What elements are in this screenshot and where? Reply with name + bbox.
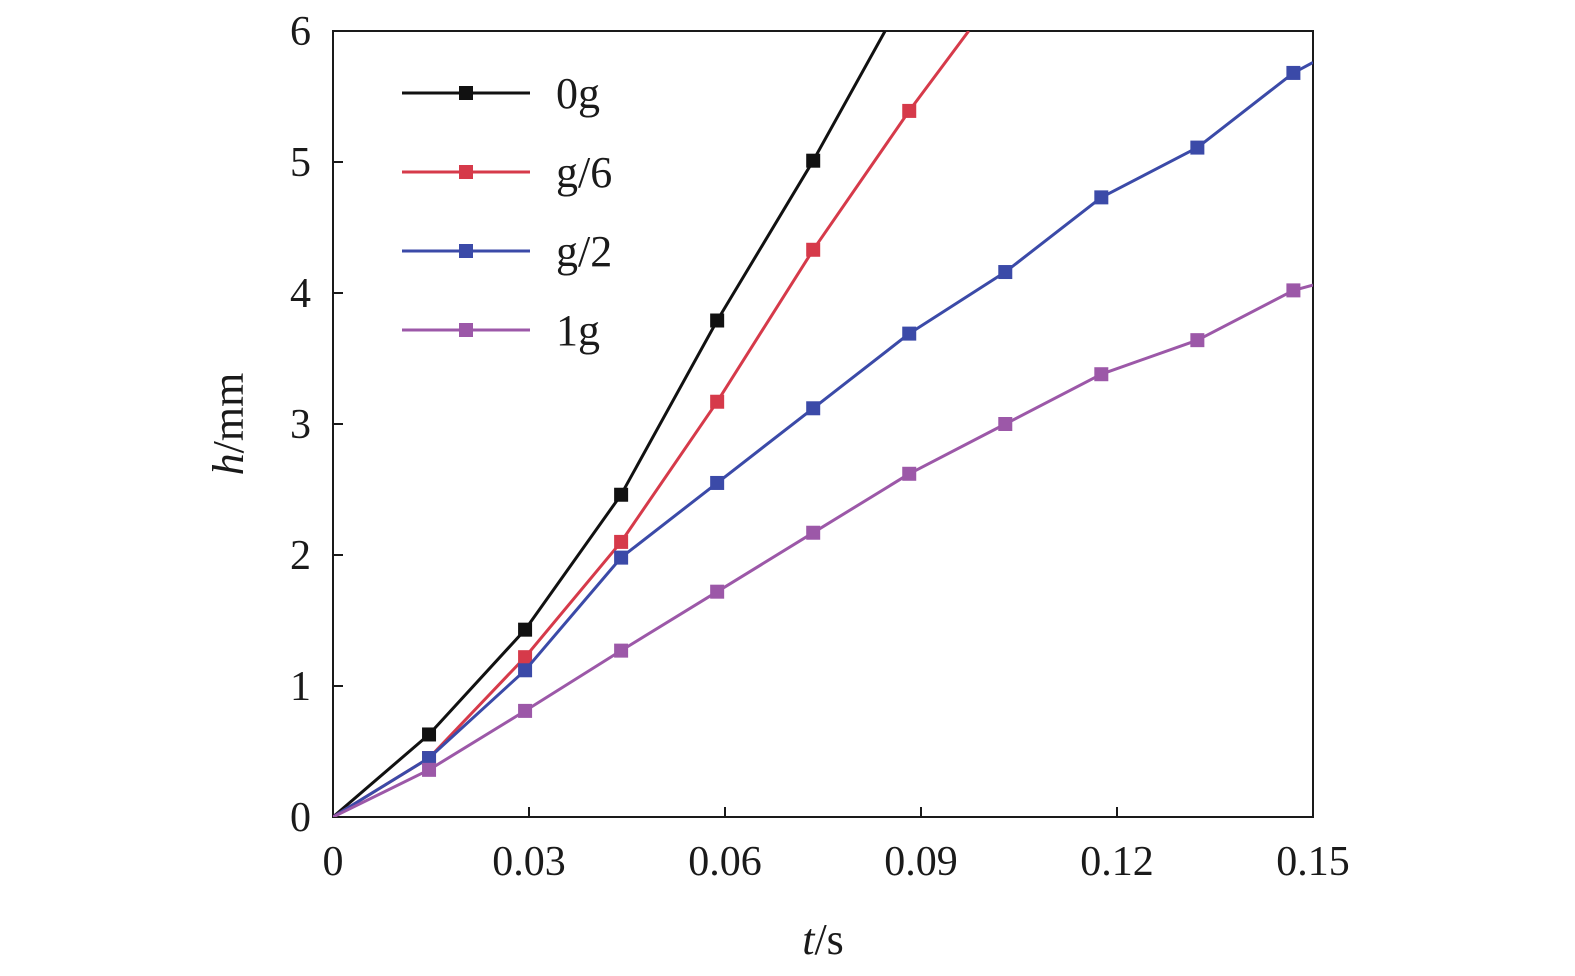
data-point (518, 663, 533, 678)
data-point (806, 242, 821, 257)
data-point (806, 401, 821, 416)
x-tick-label: 0.12 (1080, 839, 1154, 885)
series-line-1 (333, 31, 970, 817)
data-point (1286, 283, 1301, 298)
legend-marker (459, 165, 473, 179)
data-point (518, 650, 533, 665)
data-point (1286, 65, 1301, 80)
legend-label: 1g (556, 306, 600, 355)
data-point (998, 265, 1013, 280)
data-point (710, 584, 725, 599)
data-point (614, 643, 629, 658)
legend-label: g/6 (556, 148, 612, 197)
legend-marker (459, 244, 473, 258)
y-tick-label: 6 (290, 9, 311, 55)
data-point (1094, 190, 1109, 205)
data-point (710, 475, 725, 490)
data-point (902, 103, 917, 118)
y-tick-label: 3 (290, 402, 311, 448)
y-axis-label: h/mm (204, 373, 253, 476)
x-tick-label: 0.03 (492, 839, 566, 885)
data-point (806, 153, 821, 168)
y-axis: 0 1 2 3 4 5 6 (290, 9, 343, 841)
legend-marker (459, 86, 473, 100)
data-point (1190, 333, 1205, 348)
series-layer (333, 31, 1313, 817)
data-point (902, 466, 917, 481)
data-point (518, 703, 533, 718)
x-tick-label: 0.15 (1276, 839, 1350, 885)
data-point (1190, 140, 1205, 155)
data-point (710, 313, 725, 328)
data-point (518, 622, 533, 637)
y-tick-label: 1 (290, 664, 311, 710)
data-point (710, 394, 725, 409)
data-point (422, 751, 437, 766)
x-axis: 0 0.03 0.06 0.09 0.12 0.15 (323, 807, 1350, 885)
data-point (614, 534, 629, 549)
series-line-3 (333, 283, 1313, 817)
plot-frame (332, 30, 1314, 818)
data-point (422, 762, 437, 777)
data-point (614, 550, 629, 565)
x-tick-label: 0.06 (688, 839, 762, 885)
x-axis-label: t/s (802, 915, 844, 964)
legend-label: g/2 (556, 227, 612, 276)
legend-marker (459, 323, 473, 337)
data-point (422, 727, 437, 742)
legend: 0g g/6 g/2 1g (402, 69, 612, 355)
y-tick-label: 4 (290, 271, 311, 317)
data-point (998, 417, 1013, 431)
data-point (902, 326, 917, 341)
y-tick-label: 0 (290, 795, 311, 841)
series-line-2 (333, 61, 1313, 817)
y-tick-label: 2 (290, 533, 311, 579)
data-point (806, 525, 821, 540)
y-tick-label: 5 (290, 140, 311, 186)
data-point (1094, 367, 1109, 382)
x-tick-label: 0 (323, 839, 344, 885)
legend-label: 0g (556, 69, 600, 118)
data-point (614, 487, 629, 502)
x-tick-label: 0.09 (884, 839, 958, 885)
